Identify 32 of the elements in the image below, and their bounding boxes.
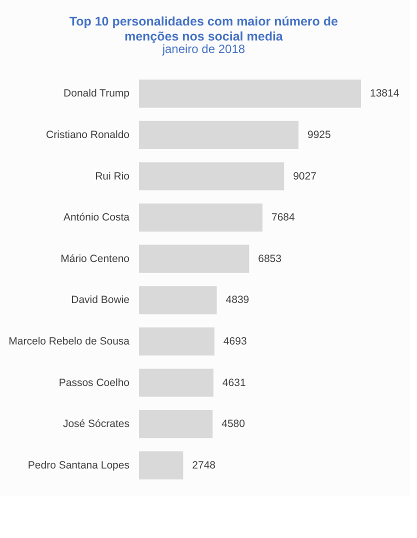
bar xyxy=(139,80,361,108)
y-tick-label: Passos Coelho xyxy=(58,376,130,389)
bar xyxy=(139,451,184,480)
y-tick-label: Marcelo Rebelo de Sousa xyxy=(8,335,130,348)
bar xyxy=(139,410,213,438)
data-label: 4693 xyxy=(223,335,247,348)
data-label: 2748 xyxy=(192,459,216,472)
data-label: 9925 xyxy=(308,128,332,141)
y-tick-label: Mário Centeno xyxy=(60,252,130,265)
y-tick-label: José Sócrates xyxy=(62,418,130,430)
data-label: 7684 xyxy=(271,212,296,224)
data-label: 6853 xyxy=(258,252,282,265)
bar xyxy=(139,286,217,314)
bar xyxy=(139,327,214,356)
y-tick-label: Donald Trump xyxy=(64,88,130,100)
data-label: 4839 xyxy=(226,294,250,306)
y-tick-label: Pedro Santana Lopes xyxy=(28,459,130,472)
bar xyxy=(139,120,298,149)
y-tick-label: Cristiano Ronaldo xyxy=(46,128,130,141)
bar xyxy=(139,368,214,397)
chart-subtitle: janeiro de 2018 xyxy=(161,42,246,56)
data-label: 9027 xyxy=(293,170,317,182)
bar xyxy=(139,244,250,273)
data-label: 4580 xyxy=(222,418,246,430)
y-tick-label: António Costa xyxy=(64,212,130,224)
data-label: 4631 xyxy=(222,376,246,389)
y-tick-label: David Bowie xyxy=(71,294,130,306)
data-label: 13814 xyxy=(370,88,400,100)
y-tick-label: Rui Rio xyxy=(95,170,130,182)
bar xyxy=(139,162,284,190)
bar xyxy=(139,204,262,232)
chart-title: Top 10 personalidades com maior número de menções nos social media xyxy=(69,14,338,44)
